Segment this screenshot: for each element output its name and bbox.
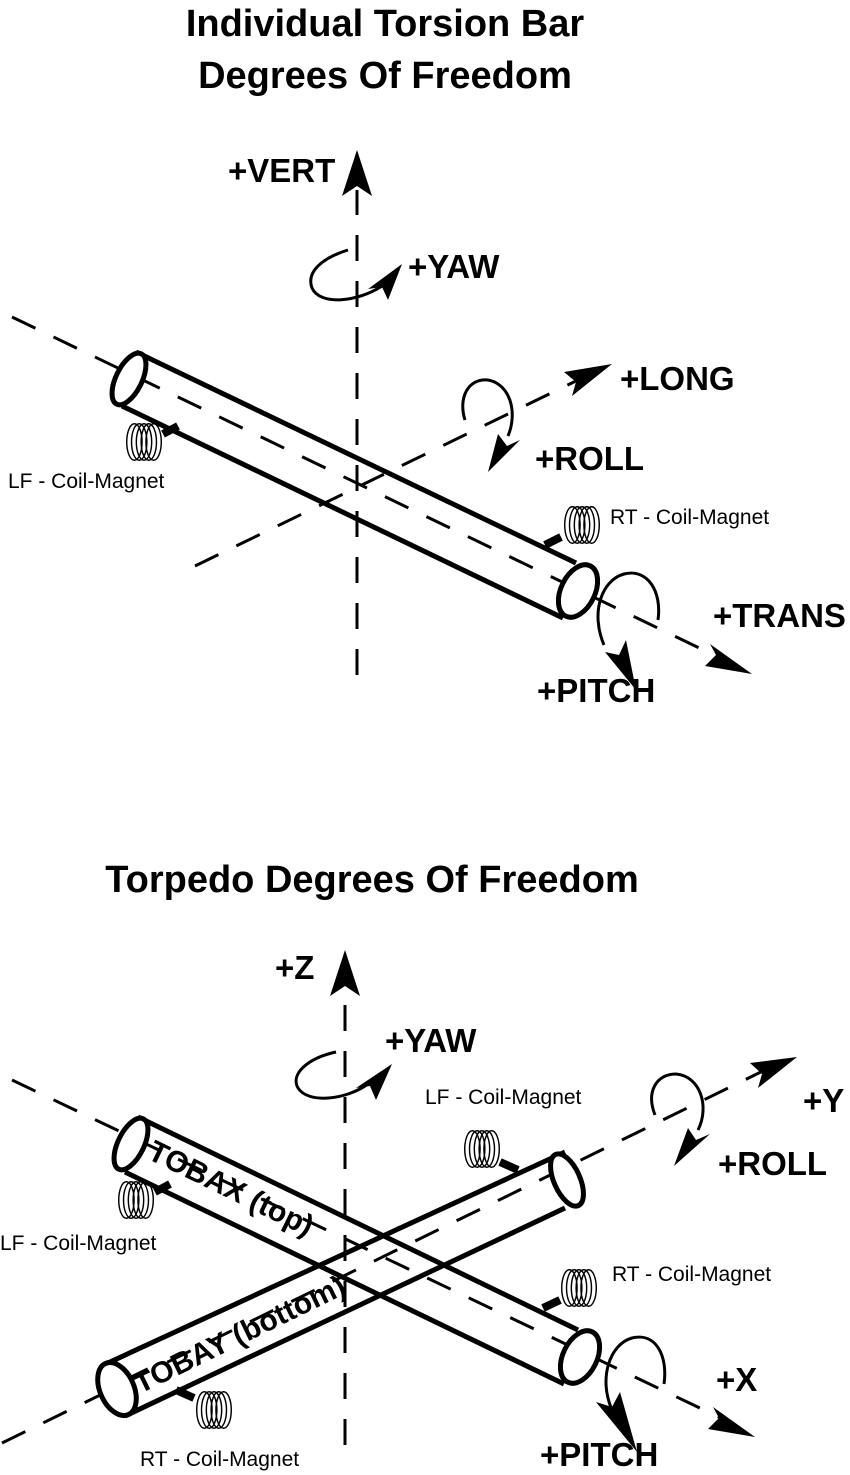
yaw-label: +YAW [408, 248, 500, 285]
bottom-yaw-arrowhead [356, 1064, 392, 1100]
top-title-line1: Individual Torsion Bar [186, 3, 585, 45]
roll-arrowhead [488, 434, 520, 472]
trans-axis-line [11, 315, 721, 660]
long-label: +LONG [620, 360, 735, 397]
x-axis-line [11, 1078, 726, 1422]
long-arrowhead [564, 364, 612, 396]
rt-coil-right-label: RT - Coil-Magnet [612, 1263, 771, 1286]
rt-coil-right-icon [560, 1269, 598, 1307]
rt-coil-magnet: RT - Coil-Magnet [543, 506, 769, 549]
rt-coil-bottom-label: RT - Coil-Magnet [140, 1448, 299, 1471]
top-title-line2: Degrees Of Freedom [198, 55, 572, 97]
lf-coil-upper-label: LF - Coil-Magnet [425, 1086, 582, 1109]
lf-coil-left-icon [118, 1181, 154, 1219]
yaw-rotation-arrow [309, 248, 383, 302]
y-arrowhead [750, 1057, 797, 1088]
lf-coil-icon [126, 423, 162, 461]
rt-coil-bottom-icon [196, 1391, 232, 1429]
lf-coil-magnet-upper: LF - Coil-Magnet [425, 1086, 582, 1174]
lf-coil-label: LF - Coil-Magnet [8, 470, 165, 493]
rt-coil-magnet-bottom: RT - Coil-Magnet [140, 1386, 299, 1471]
y-label: +Y [803, 1082, 844, 1119]
x-arrowhead [708, 1407, 755, 1437]
rt-coil-label: RT - Coil-Magnet [610, 506, 769, 529]
bottom-roll-rotation-arrow [650, 1072, 705, 1131]
top-diagram: Individual Torsion Bar Degrees Of Freedo… [8, 3, 846, 709]
trans-label: +TRANS [713, 597, 846, 634]
yaw-arrowhead [368, 264, 402, 300]
lf-coil-magnet-left: LF - Coil-Magnet [0, 1180, 172, 1255]
bottom-diagram: Torpedo Degrees Of Freedom +Z +YAW +Y +R… [0, 859, 844, 1473]
bottom-roll-label: +ROLL [718, 1145, 827, 1182]
tobay-label: TOBAY (bottom) [129, 1269, 351, 1400]
bottom-title: Torpedo Degrees Of Freedom [105, 859, 639, 901]
bottom-yaw-label: +YAW [385, 1022, 477, 1059]
long-axis-line [194, 378, 579, 568]
bottom-pitch-label: +PITCH [540, 1436, 658, 1473]
torsion-bar [109, 349, 601, 621]
roll-rotation-arrow [461, 378, 514, 437]
x-label: +X [716, 1361, 757, 1398]
pitch-arrowhead [605, 640, 636, 690]
bottom-pitch-rotation-arrow [604, 1335, 667, 1411]
bottom-pitch-arrowhead [596, 1392, 637, 1452]
z-label: +Z [275, 949, 314, 986]
rt-coil-icon [563, 506, 601, 544]
pitch-rotation-arrow [596, 571, 661, 646]
lf-coil-upper-icon [464, 1130, 500, 1168]
vert-arrowhead [342, 150, 372, 196]
rt-coil-magnet-right: RT - Coil-Magnet [541, 1263, 771, 1312]
pitch-label: +PITCH [537, 672, 655, 709]
vert-label: +VERT [228, 152, 335, 189]
lf-coil-left-label: LF - Coil-Magnet [0, 1232, 157, 1255]
roll-label: +ROLL [535, 440, 644, 477]
lf-coil-magnet: LF - Coil-Magnet [8, 422, 180, 493]
z-arrowhead [330, 950, 360, 996]
bottom-roll-arrowhead [674, 1128, 710, 1166]
trans-arrowhead [705, 644, 752, 674]
bottom-yaw-rotation-arrow [294, 1050, 369, 1100]
